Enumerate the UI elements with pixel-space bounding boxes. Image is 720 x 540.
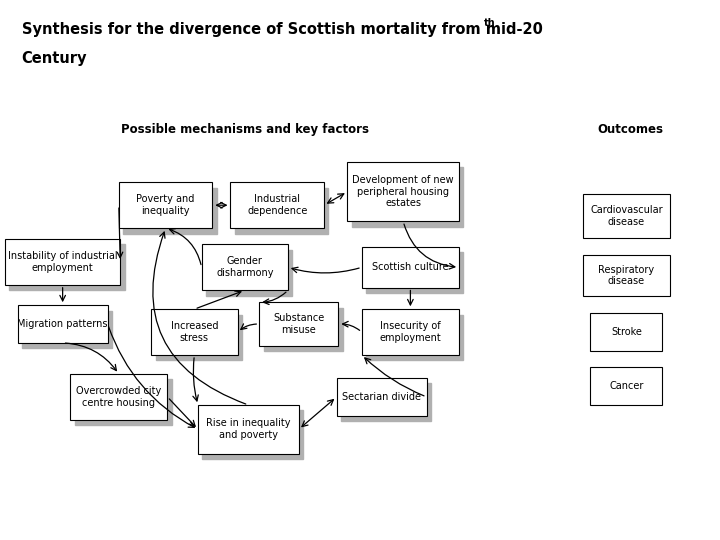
FancyBboxPatch shape	[361, 247, 459, 287]
Text: Stroke: Stroke	[611, 327, 642, 337]
Text: Development of new
peripheral housing
estates: Development of new peripheral housing es…	[352, 175, 454, 208]
FancyBboxPatch shape	[5, 239, 120, 285]
FancyBboxPatch shape	[17, 305, 108, 343]
Text: Substance
misuse: Substance misuse	[273, 313, 325, 335]
Text: Industrial
dependence: Industrial dependence	[247, 194, 307, 216]
FancyBboxPatch shape	[202, 410, 303, 459]
Text: Insecurity of
employment: Insecurity of employment	[379, 321, 441, 343]
Text: Sectarian divide: Sectarian divide	[342, 392, 421, 402]
FancyBboxPatch shape	[151, 309, 238, 355]
Text: Possible mechanisms and key factors: Possible mechanisms and key factors	[121, 123, 369, 136]
FancyBboxPatch shape	[337, 378, 426, 416]
Text: Century: Century	[22, 51, 87, 66]
FancyBboxPatch shape	[75, 379, 172, 426]
FancyBboxPatch shape	[71, 374, 167, 420]
FancyBboxPatch shape	[230, 183, 324, 228]
FancyBboxPatch shape	[119, 183, 212, 228]
FancyBboxPatch shape	[341, 383, 431, 421]
FancyBboxPatch shape	[206, 249, 292, 296]
Text: Cardiovascular
disease: Cardiovascular disease	[590, 205, 662, 227]
FancyBboxPatch shape	[259, 302, 338, 346]
Text: Rise in inequality
and poverty: Rise in inequality and poverty	[206, 418, 291, 440]
FancyBboxPatch shape	[590, 313, 662, 351]
FancyBboxPatch shape	[361, 309, 459, 355]
FancyBboxPatch shape	[22, 310, 112, 348]
FancyBboxPatch shape	[156, 314, 242, 361]
Text: Synthesis for the divergence of Scottish mortality from mid-20: Synthesis for the divergence of Scottish…	[22, 22, 542, 37]
Text: Instability of industrial
employment: Instability of industrial employment	[8, 251, 117, 273]
Text: Respiratory
disease: Respiratory disease	[598, 265, 654, 286]
Text: Scottish culture: Scottish culture	[372, 262, 449, 272]
FancyBboxPatch shape	[123, 188, 217, 233]
FancyBboxPatch shape	[202, 244, 288, 291]
FancyBboxPatch shape	[9, 244, 125, 291]
FancyBboxPatch shape	[583, 255, 670, 296]
FancyBboxPatch shape	[352, 167, 464, 227]
FancyBboxPatch shape	[264, 308, 343, 351]
Text: Increased
stress: Increased stress	[171, 321, 218, 343]
Text: th: th	[484, 18, 495, 29]
FancyBboxPatch shape	[590, 367, 662, 405]
FancyBboxPatch shape	[583, 194, 670, 238]
FancyBboxPatch shape	[235, 188, 328, 233]
FancyBboxPatch shape	[366, 252, 464, 293]
Text: Poverty and
inequality: Poverty and inequality	[136, 194, 195, 216]
Text: Migration patterns: Migration patterns	[17, 319, 108, 329]
Text: Cancer: Cancer	[609, 381, 644, 391]
Text: Outcomes: Outcomes	[597, 123, 663, 136]
FancyBboxPatch shape	[198, 405, 299, 454]
FancyBboxPatch shape	[366, 314, 464, 361]
Text: Gender
disharmony: Gender disharmony	[216, 256, 274, 278]
FancyBboxPatch shape	[348, 162, 459, 221]
Text: Overcrowded city
centre housing: Overcrowded city centre housing	[76, 386, 161, 408]
